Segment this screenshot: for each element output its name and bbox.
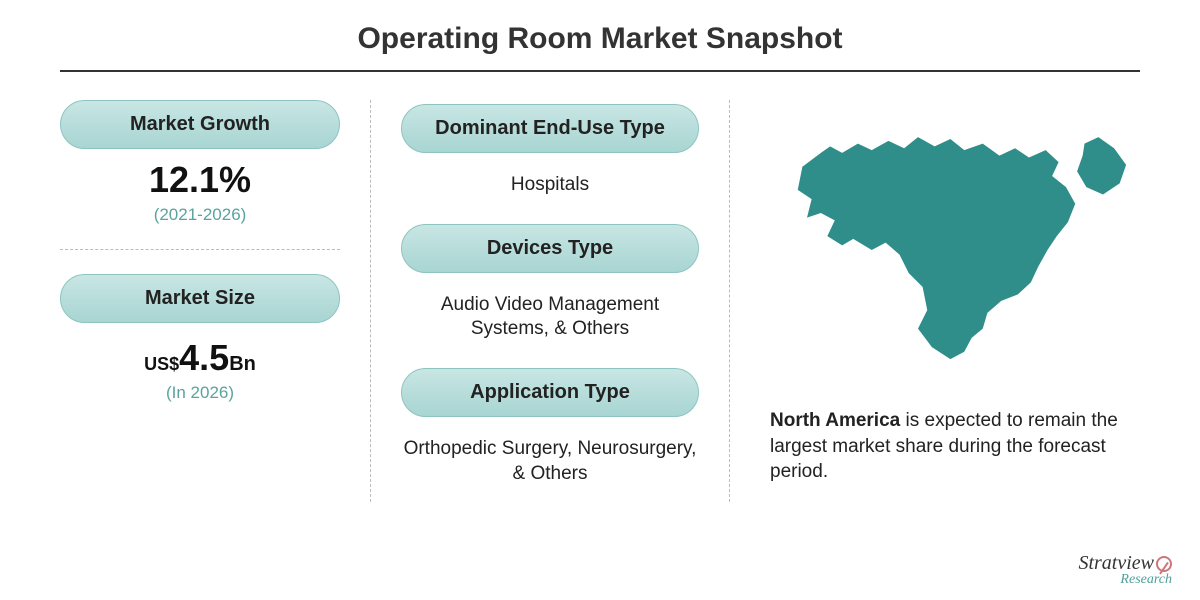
north-america-map xyxy=(770,100,1140,400)
content-grid: Market Growth 12.1% (2021-2026) Market S… xyxy=(0,100,1200,502)
market-size-suffix: Bn xyxy=(229,353,256,375)
market-size-number: 4.5 xyxy=(179,337,229,378)
devices-value: Audio Video Management Systems, & Others xyxy=(401,293,699,342)
map-icon xyxy=(770,100,1140,400)
market-size-label: Market Size xyxy=(60,274,340,323)
market-growth-block: Market Growth 12.1% (2021-2026) xyxy=(60,100,340,225)
target-icon xyxy=(1156,556,1172,572)
right-column: North America is expected to remain the … xyxy=(760,100,1140,502)
region-bold: North America xyxy=(770,410,900,431)
page-title: Operating Room Market Snapshot xyxy=(0,0,1200,70)
application-value: Orthopedic Surgery, Neurosurgery, & Othe… xyxy=(401,437,699,486)
market-size-value-line: US$4.5Bn xyxy=(60,337,340,379)
left-column: Market Growth 12.1% (2021-2026) Market S… xyxy=(60,100,340,502)
market-size-block: Market Size US$4.5Bn (In 2026) xyxy=(60,274,340,403)
market-size-period: (In 2026) xyxy=(60,383,340,403)
middle-column: Dominant End-Use Type Hospitals Devices … xyxy=(370,100,730,502)
title-underline xyxy=(60,70,1140,72)
brand-logo: Stratview Research xyxy=(1078,554,1172,586)
end-use-label: Dominant End-Use Type xyxy=(401,104,699,153)
left-divider xyxy=(60,249,340,250)
market-size-prefix: US$ xyxy=(144,354,179,374)
devices-label: Devices Type xyxy=(401,224,699,273)
brand-name: Stratview xyxy=(1078,552,1154,574)
application-label: Application Type xyxy=(401,368,699,417)
region-note: North America is expected to remain the … xyxy=(770,408,1140,485)
market-growth-period: (2021-2026) xyxy=(60,205,340,225)
market-growth-value: 12.1% xyxy=(60,159,340,201)
brand-sub: Research xyxy=(1078,573,1172,586)
end-use-value: Hospitals xyxy=(401,173,699,198)
market-growth-label: Market Growth xyxy=(60,100,340,149)
